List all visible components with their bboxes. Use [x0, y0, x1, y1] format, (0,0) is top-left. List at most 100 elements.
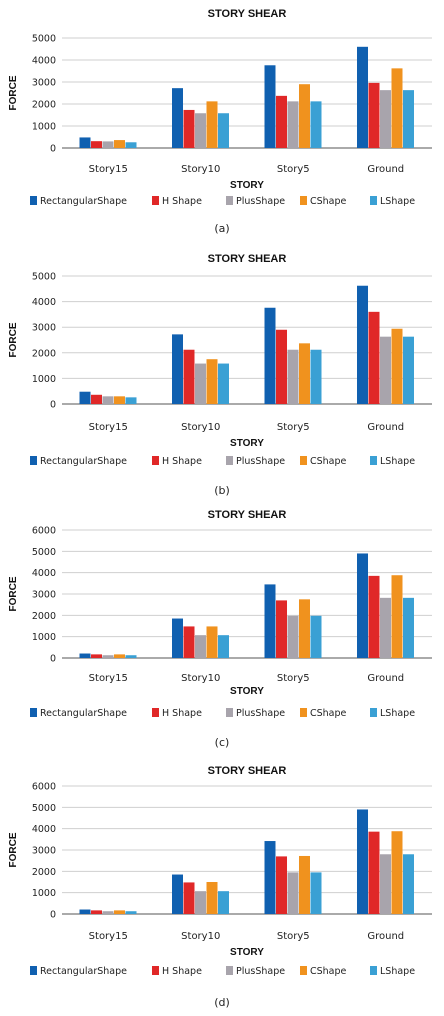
chart-panel-d: STORY SHEAR 0 1000 2000 3000 4000 5000 6000 FORC… [0, 762, 444, 1014]
bar [114, 654, 125, 658]
story-shear-chart-b: STORY SHEAR 0 1000 2000 3000 4000 5000 FORCE Sto… [8, 253, 432, 497]
x-tick-label: Ground [367, 931, 404, 942]
panel-caption: (d) [214, 996, 230, 1009]
y-axis-label: FORCE [8, 75, 19, 110]
legend-swatch [370, 708, 377, 717]
bar [276, 600, 287, 658]
legend-swatch [30, 966, 37, 975]
bar [218, 363, 229, 404]
y-tick-label: 1000 [32, 888, 56, 899]
legend-swatch [152, 708, 159, 717]
y-tick-label: 5000 [32, 803, 56, 814]
bar [91, 394, 102, 404]
y-axis-label: FORCE [8, 576, 19, 611]
bar [114, 910, 125, 914]
legend-swatch [300, 966, 307, 975]
bar [183, 109, 195, 148]
legend-label: H Shape [162, 196, 202, 207]
legend-label: RectangularShape [40, 708, 127, 719]
chart-title: STORY SHEAR [208, 509, 287, 521]
legend-swatch [30, 196, 37, 205]
legend-label: RectangularShape [40, 456, 127, 467]
bar [276, 329, 287, 404]
y-tick-label: 5000 [32, 34, 56, 45]
bar [380, 90, 391, 148]
x-axis-label: STORY [230, 686, 264, 697]
bar [79, 909, 91, 914]
bar [403, 336, 414, 404]
x-tick-label: Story15 [89, 164, 128, 175]
bar [172, 88, 183, 148]
bar [195, 113, 206, 148]
legend-label: CShape [310, 196, 347, 207]
x-tick-label: Story10 [181, 164, 220, 175]
chart-panel-c: STORY SHEAR 0 1000 2000 3000 4000 5000 6000 FORC… [0, 506, 444, 756]
bar [287, 101, 299, 148]
legend-label: H Shape [162, 708, 202, 719]
bar [218, 891, 229, 914]
bar [172, 874, 183, 914]
x-tick-label: Story5 [277, 673, 310, 684]
bar [368, 82, 380, 148]
bar [195, 363, 206, 404]
y-tick-label: 4000 [32, 568, 56, 579]
bar [380, 336, 391, 404]
legend-label: RectangularShape [40, 196, 127, 207]
y-tick-label: 6000 [32, 526, 56, 537]
y-tick-label: 3000 [32, 323, 56, 334]
chart-title: STORY SHEAR [208, 253, 287, 265]
legend-swatch [30, 456, 37, 465]
bar [79, 653, 91, 658]
y-tick-label: 0 [50, 654, 56, 665]
legend-label: LShape [380, 196, 415, 207]
legend-label: LShape [380, 966, 415, 977]
bar [125, 655, 137, 658]
bar [368, 831, 380, 914]
bar [299, 599, 310, 658]
y-axis-label: FORCE [8, 322, 19, 357]
bar [287, 349, 299, 404]
y-tick-label: 3000 [32, 846, 56, 857]
y-tick-label: 1000 [32, 122, 56, 133]
x-tick-label: Story15 [89, 931, 128, 942]
legend-swatch [152, 196, 159, 205]
bar [287, 615, 299, 658]
legend-label: CShape [310, 966, 347, 977]
bar [287, 872, 299, 914]
x-axis-label: STORY [230, 180, 264, 191]
legend-swatch [370, 456, 377, 465]
bar [183, 882, 195, 914]
bar [264, 841, 276, 914]
bar [403, 90, 414, 148]
legend-swatch [300, 196, 307, 205]
x-tick-label: Story5 [277, 164, 310, 175]
bar [79, 391, 91, 404]
bar [310, 349, 322, 404]
legend-swatch [370, 196, 377, 205]
bar [102, 396, 114, 404]
bar [91, 654, 102, 658]
x-tick-label: Story10 [181, 673, 220, 684]
bar [391, 831, 403, 914]
bar [183, 626, 195, 658]
chart-panel-a: STORY SHEAR 0 1000 2000 3000 4000 5000 FORCE Sto… [0, 0, 444, 240]
bar [79, 137, 91, 148]
x-tick-label: Story15 [89, 422, 128, 433]
x-tick-label: Story5 [277, 931, 310, 942]
legend-label: LShape [380, 456, 415, 467]
chart-title: STORY SHEAR [208, 8, 287, 20]
y-tick-label: 6000 [32, 782, 56, 793]
x-tick-label: Story10 [181, 931, 220, 942]
bar [403, 854, 414, 914]
bar [357, 285, 368, 404]
bar [380, 854, 391, 914]
legend-swatch [300, 708, 307, 717]
legend-label: LShape [380, 708, 415, 719]
legend-swatch [226, 196, 233, 205]
legend-label: PlusShape [236, 708, 285, 719]
y-tick-label: 0 [50, 400, 56, 411]
x-axis-label: STORY [230, 947, 264, 958]
legend-label: PlusShape [236, 966, 285, 977]
bar [368, 575, 380, 658]
legend-swatch [226, 708, 233, 717]
